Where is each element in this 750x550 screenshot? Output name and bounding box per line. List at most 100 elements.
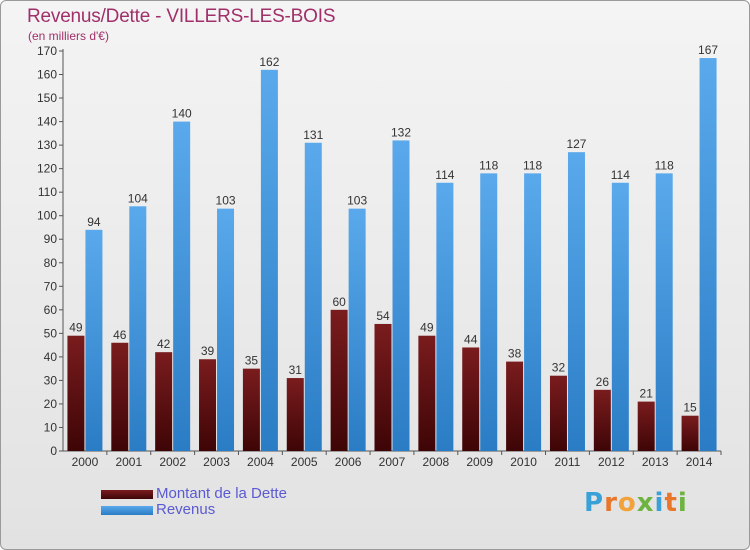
x-tick-label: 2001: [115, 455, 142, 469]
bar-debt: [155, 352, 173, 451]
chart-subtitle: (en milliers d'€): [28, 29, 109, 43]
bar-revenue: [655, 173, 673, 451]
bar-debt: [593, 389, 611, 451]
data-label-debt: 26: [596, 375, 610, 389]
x-tick-label: 2010: [510, 455, 537, 469]
data-labels: 49 94 46 104 42 140 39 103 35 162 31 131 60 103 54 132 4…: [69, 43, 718, 415]
logo-letter: i: [677, 488, 688, 518]
bar-debt: [506, 361, 524, 451]
data-label-revenue: 162: [259, 55, 279, 69]
bar-revenue: [699, 58, 717, 451]
bar-debt: [462, 347, 480, 451]
y-tick-label: 20: [44, 397, 58, 411]
y-tick-label: 50: [44, 326, 58, 340]
data-label-revenue: 131: [303, 128, 323, 142]
data-label-debt: 46: [113, 328, 127, 342]
data-label-revenue: 104: [128, 191, 148, 205]
data-label-revenue: 118: [655, 158, 674, 172]
x-tick-label: 2008: [423, 455, 450, 469]
y-tick-label: 90: [44, 232, 58, 246]
data-label-debt: 60: [332, 295, 346, 309]
bar-revenue: [260, 69, 278, 451]
data-label-revenue: 127: [566, 137, 586, 151]
y-tick-label: 140: [37, 115, 57, 129]
x-tick-label: 2002: [159, 455, 186, 469]
data-label-debt: 42: [157, 337, 171, 351]
y-tick-label: 150: [37, 91, 57, 105]
logo-letter: P: [584, 488, 605, 518]
y-tick-label: 110: [38, 185, 57, 199]
data-label-debt: 21: [640, 387, 654, 401]
data-label-revenue: 103: [216, 194, 236, 208]
x-tick-label: 2005: [291, 455, 318, 469]
bar-debt: [418, 335, 436, 451]
legend-label-revenue: Revenus: [156, 501, 216, 518]
bar-revenue: [524, 173, 542, 451]
y-tick-label: 170: [37, 44, 57, 58]
bar-revenue: [173, 121, 191, 452]
bar-revenue: [392, 140, 410, 452]
data-label-revenue: 114: [611, 168, 630, 182]
bar-revenue: [567, 152, 585, 452]
data-label-revenue: 132: [391, 125, 411, 139]
y-tick-label: 40: [44, 350, 58, 364]
data-label-revenue: 118: [523, 158, 542, 172]
logo-letter: i: [654, 488, 665, 518]
data-label-debt: 35: [245, 354, 259, 368]
bar-debt: [199, 359, 217, 451]
x-tick-label: 2012: [598, 455, 625, 469]
logo-letter: t: [664, 488, 678, 518]
bar-revenue: [304, 142, 322, 451]
logo-letter: x: [636, 488, 655, 518]
y-tick-label: 10: [44, 420, 58, 434]
bar-revenue: [611, 182, 629, 451]
data-label-debt: 49: [420, 321, 434, 335]
data-label-debt: 39: [201, 344, 215, 358]
bar-debt: [111, 342, 129, 451]
x-tick-label: 2004: [247, 455, 274, 469]
y-tick-label: 160: [37, 68, 57, 82]
y-tick-label: 60: [44, 303, 58, 317]
data-label-revenue: 94: [87, 215, 101, 229]
bar-revenue: [85, 229, 103, 451]
bar-revenue: [480, 173, 498, 451]
bars: [67, 58, 717, 452]
data-label-debt: 31: [289, 363, 303, 377]
logo-letter: o: [617, 488, 637, 518]
bar-revenue: [436, 182, 454, 451]
data-label-debt: 32: [552, 361, 566, 375]
x-tick-label: 2006: [335, 455, 362, 469]
data-label-debt: 15: [683, 401, 697, 415]
proxiti-logo: Proxiti: [584, 488, 688, 518]
x-tick-label: 2000: [72, 455, 99, 469]
bar-debt: [549, 375, 567, 451]
bar-revenue: [217, 208, 235, 451]
x-tick-label: 2014: [686, 455, 713, 469]
logo-letter: r: [604, 488, 618, 518]
legend-swatch-revenue: [101, 506, 153, 515]
x-tick-label: 2013: [642, 455, 669, 469]
data-label-debt: 38: [508, 347, 522, 361]
data-label-revenue: 114: [435, 168, 454, 182]
legend-label-debt: Montant de la Dette: [156, 485, 287, 502]
y-tick-label: 80: [44, 256, 58, 270]
data-label-revenue: 167: [698, 43, 718, 57]
data-label-revenue: 118: [479, 158, 498, 172]
y-tick-label: 70: [44, 279, 58, 293]
bar-debt: [330, 309, 348, 451]
data-label-revenue: 103: [347, 194, 367, 208]
bar-debt: [681, 415, 699, 451]
bar-revenue: [129, 206, 147, 451]
x-tick-label: 2011: [555, 455, 581, 469]
data-label-revenue: 140: [172, 107, 192, 121]
x-tick-label: 2007: [379, 455, 406, 469]
bar-debt: [67, 335, 85, 451]
chart-title: Revenus/Dette - VILLERS-LES-BOIS: [27, 6, 336, 27]
bar-debt: [286, 378, 304, 451]
y-tick-label: 120: [37, 162, 57, 176]
data-label-debt: 49: [69, 321, 83, 335]
x-tick-label: 2009: [466, 455, 493, 469]
y-tick-label: 100: [37, 209, 57, 223]
